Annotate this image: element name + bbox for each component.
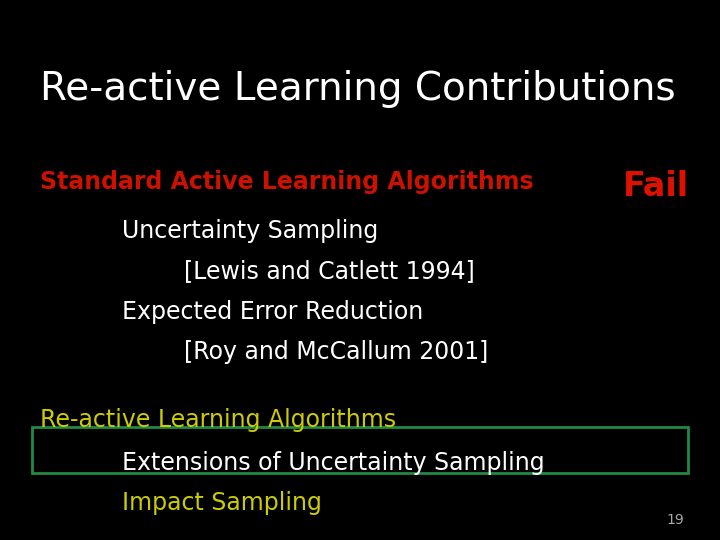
Text: Re-active Learning Contributions: Re-active Learning Contributions (40, 70, 675, 108)
Text: Re-active Learning Algorithms: Re-active Learning Algorithms (40, 408, 396, 431)
Bar (32, 427, 688, 472)
Text: Fail: Fail (623, 170, 689, 203)
Text: Standard Active Learning Algorithms: Standard Active Learning Algorithms (40, 170, 541, 194)
Text: Expected Error Reduction: Expected Error Reduction (122, 300, 423, 323)
Text: Uncertainty Sampling: Uncertainty Sampling (122, 219, 379, 242)
Text: Extensions of Uncertainty Sampling: Extensions of Uncertainty Sampling (122, 451, 545, 475)
Text: 19: 19 (666, 512, 684, 526)
Text: [Lewis and Catlett 1994]: [Lewis and Catlett 1994] (184, 259, 474, 283)
Text: [Roy and McCallum 2001]: [Roy and McCallum 2001] (184, 340, 488, 364)
Text: Impact Sampling: Impact Sampling (122, 491, 323, 515)
